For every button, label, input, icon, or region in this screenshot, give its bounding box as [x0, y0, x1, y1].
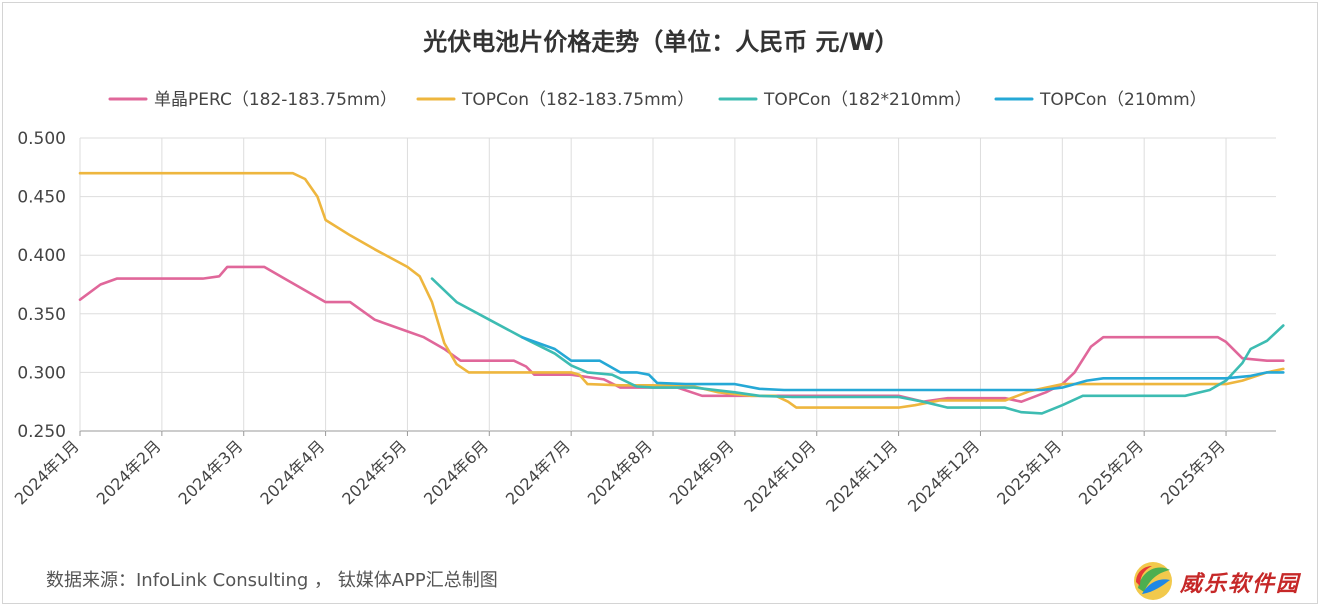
- x-tick-label: 2024年8月: [584, 436, 656, 508]
- legend-label-4: TOPCon（210mm）: [1039, 90, 1207, 110]
- series-line-4: [520, 335, 1285, 392]
- y-tick-label: 0.500: [17, 129, 66, 149]
- y-tick-label: 0.350: [17, 305, 66, 325]
- x-tick-label: 2024年10月: [740, 436, 819, 515]
- x-tick-label: 2024年1月: [11, 436, 83, 508]
- legend-label-2: TOPCon（182-183.75mm）: [461, 90, 694, 110]
- data-source-note: 数据来源：InfoLink Consulting ， 钛媒体APP汇总制图: [46, 570, 498, 591]
- x-tick-label: 2024年12月: [904, 436, 983, 515]
- watermark-text: 威乐软件园: [1180, 571, 1301, 597]
- y-tick-label: 0.300: [17, 363, 66, 383]
- x-tick-label: 2024年2月: [93, 436, 165, 508]
- x-tick-label: 2025年3月: [1157, 436, 1229, 508]
- series-line-3: [430, 277, 1285, 415]
- x-tick-label: 2024年11月: [822, 436, 901, 515]
- series-line-1: [78, 265, 1285, 403]
- y-tick-label: 0.450: [17, 188, 66, 208]
- x-tick-label: 2024年9月: [666, 436, 738, 508]
- x-tick-label: 2024年4月: [256, 436, 328, 508]
- x-tick-label: 2024年6月: [420, 436, 492, 508]
- watermark-leaf-icon: [1134, 562, 1172, 600]
- x-tick-label: 2024年7月: [502, 436, 574, 508]
- x-tick-label: 2024年5月: [338, 436, 410, 508]
- legend-label-1: 单晶PERC（182-183.75mm）: [154, 90, 397, 110]
- x-tick-label: 2024年3月: [174, 436, 246, 508]
- x-tick-label: 2025年2月: [1075, 436, 1147, 508]
- series-line-2: [78, 171, 1285, 409]
- chart-title: 光伏电池片价格走势（单位：人民币 元/W）: [423, 28, 899, 56]
- watermark-logo: 威乐软件园: [1130, 558, 1320, 604]
- x-tick-label: 2025年1月: [993, 436, 1065, 508]
- y-tick-label: 0.400: [17, 246, 66, 266]
- legend-label-3: TOPCon（182*210mm）: [763, 90, 972, 110]
- y-tick-label: 0.250: [17, 422, 66, 442]
